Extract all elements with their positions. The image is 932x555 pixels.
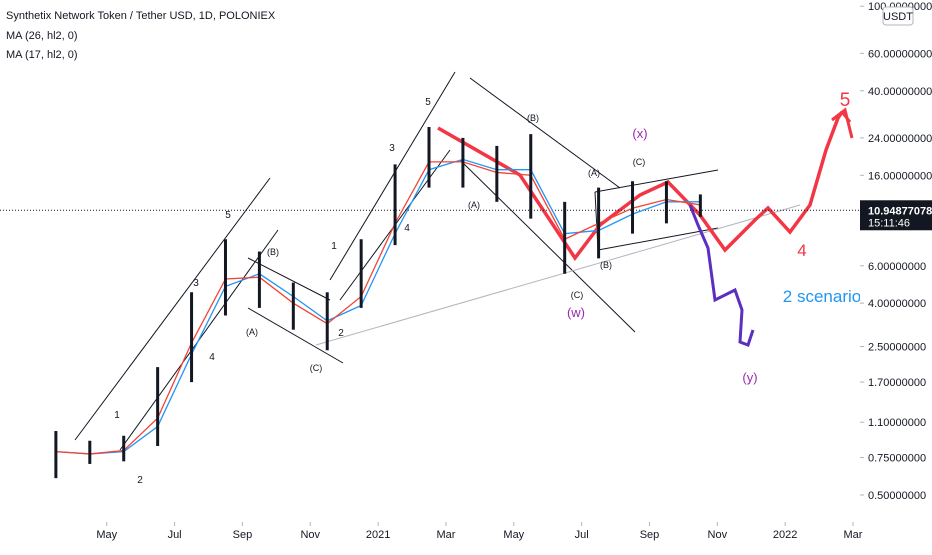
- channel-line: [329, 71, 456, 281]
- wave-label: 4: [404, 223, 410, 234]
- x-tick-label: May: [503, 529, 524, 541]
- x-tick-label: Mar: [844, 529, 863, 541]
- wave-label: (w): [567, 305, 585, 320]
- ma-line: [55, 161, 701, 455]
- scenario-red: [437, 111, 844, 262]
- wave-label: (A): [246, 327, 258, 337]
- wave-label: 5: [225, 210, 231, 221]
- ma-line: [55, 158, 701, 455]
- channel-line: [74, 177, 271, 441]
- x-tick-label: Jul: [168, 529, 182, 541]
- x-tick-label: Sep: [640, 529, 660, 541]
- x-tick-label: Nov: [300, 529, 320, 541]
- wave-label: 5: [840, 90, 851, 111]
- y-tick-label: 4.00000000: [868, 298, 926, 310]
- wave-label: (B): [267, 247, 279, 257]
- x-tick-label: 2022: [773, 529, 797, 541]
- last-price-box: [860, 200, 932, 231]
- wave-label: 4: [209, 352, 215, 363]
- chart-title: Synthetix Network Token / Tether USD, 1D…: [6, 10, 276, 22]
- x-tick-label: Sep: [233, 529, 253, 541]
- y-tick-label: 1.10000000: [868, 417, 926, 429]
- wave-label: (A): [468, 200, 480, 210]
- y-tick-label: 40.00000000: [868, 86, 932, 98]
- wave-label: 3: [193, 278, 199, 289]
- wave-label: 2 scenario: [783, 287, 861, 306]
- x-tick-label: 2021: [366, 529, 390, 541]
- wave-label: 3: [389, 143, 395, 154]
- y-tick-label: 6.00000000: [868, 261, 926, 273]
- channel-line: [469, 77, 621, 189]
- wave-label: (C): [633, 157, 646, 167]
- y-tick-label: 1.70000000: [868, 377, 926, 389]
- x-tick-label: Jul: [575, 529, 589, 541]
- wave-label: 5: [425, 97, 431, 108]
- wave-label: (C): [571, 290, 584, 300]
- channel-line: [247, 307, 344, 364]
- price-axis: [860, 0, 932, 522]
- drawings: 1 2 3 4 5 (B) (A) (C) 1 2 3 4 5 (B) (A) (A) (B) (C) (w) (C)…: [0, 71, 861, 486]
- wave-label: (B): [600, 260, 612, 270]
- y-tick-label: 16.00000000: [868, 170, 932, 182]
- channel-line: [247, 257, 331, 301]
- wave-label: 2: [338, 328, 344, 339]
- wave-label: 4: [797, 241, 806, 260]
- channel-line: [597, 227, 719, 251]
- legend-entry: MA (26, hl2, 0): [6, 30, 78, 42]
- wave-label: (C): [310, 363, 323, 373]
- wave-label: 2: [137, 475, 143, 486]
- x-tick-label: May: [96, 529, 117, 541]
- y-tick-label: 0.50000000: [868, 490, 926, 502]
- wave-label: (y): [742, 370, 757, 385]
- x-tick-label: Nov: [708, 529, 728, 541]
- wave-label: (x): [632, 126, 647, 141]
- trend-line: [315, 204, 801, 346]
- y-tick-label: 2.50000000: [868, 342, 926, 354]
- currency: USDT: [883, 11, 913, 23]
- countdown: 15:11:46: [868, 217, 910, 229]
- y-tick-label: 24.00000000: [868, 133, 932, 145]
- y-tick-label: 60.00000000: [868, 48, 932, 60]
- currency-badge[interactable]: [882, 6, 914, 26]
- channel-line: [594, 169, 719, 193]
- y-tick-label: 0.75000000: [868, 453, 926, 465]
- last-price-label: 10.94877078: [868, 205, 932, 217]
- scenario-arrow: [831, 107, 854, 139]
- x-tick-label: Mar: [436, 529, 455, 541]
- legend-entry: MA (17, hl2, 0): [6, 49, 78, 61]
- wave-label: (B): [527, 113, 539, 123]
- wave-label: 1: [114, 410, 120, 421]
- scenario-purple: [688, 204, 755, 347]
- wave-label: (A): [588, 168, 600, 178]
- channel-line: [459, 159, 636, 333]
- wave-label: 1: [331, 241, 337, 252]
